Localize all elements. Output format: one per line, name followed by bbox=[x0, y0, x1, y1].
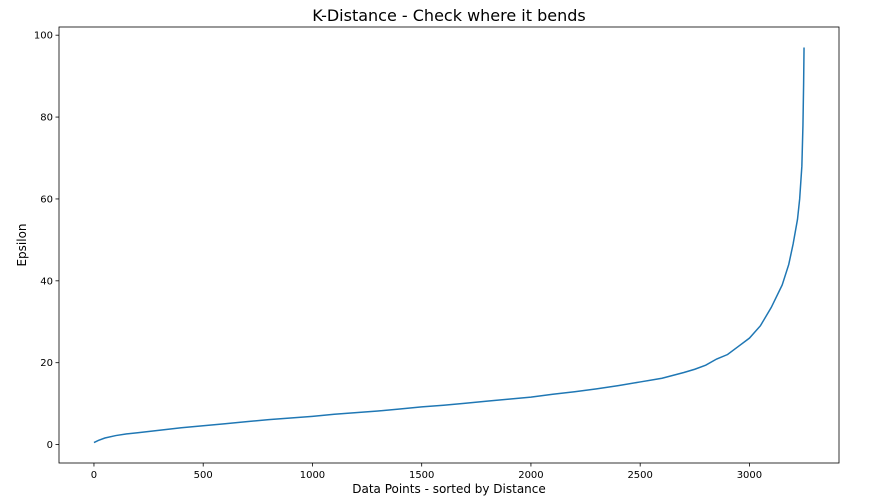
k-distance-line bbox=[93, 47, 805, 444]
plot-frame bbox=[58, 26, 840, 464]
x-tick-label: 2500 bbox=[627, 470, 652, 481]
y-tick-label: 60 bbox=[40, 194, 53, 205]
y-axis: 0 20 40 60 80 100 bbox=[34, 31, 59, 451]
x-tick-label: 1000 bbox=[300, 470, 325, 481]
x-tick-label: 500 bbox=[194, 470, 213, 481]
y-tick-label: 80 bbox=[40, 113, 53, 124]
y-tick-label: 100 bbox=[34, 31, 53, 42]
x-tick-label: 2000 bbox=[518, 470, 543, 481]
x-tick-label: 0 bbox=[91, 470, 97, 481]
x-axis: 0 500 1000 1500 2000 2500 3000 bbox=[91, 463, 762, 481]
x-tick-label: 1500 bbox=[409, 470, 434, 481]
x-axis-label: Data Points - sorted by Distance bbox=[352, 482, 546, 496]
x-tick-label: 3000 bbox=[737, 470, 762, 481]
chart-title: K-Distance - Check where it bends bbox=[312, 6, 585, 25]
y-axis-label: Epsilon bbox=[15, 223, 29, 266]
y-tick-label: 20 bbox=[40, 358, 53, 369]
y-tick-label: 40 bbox=[40, 276, 53, 287]
y-tick-label: 0 bbox=[47, 440, 53, 451]
